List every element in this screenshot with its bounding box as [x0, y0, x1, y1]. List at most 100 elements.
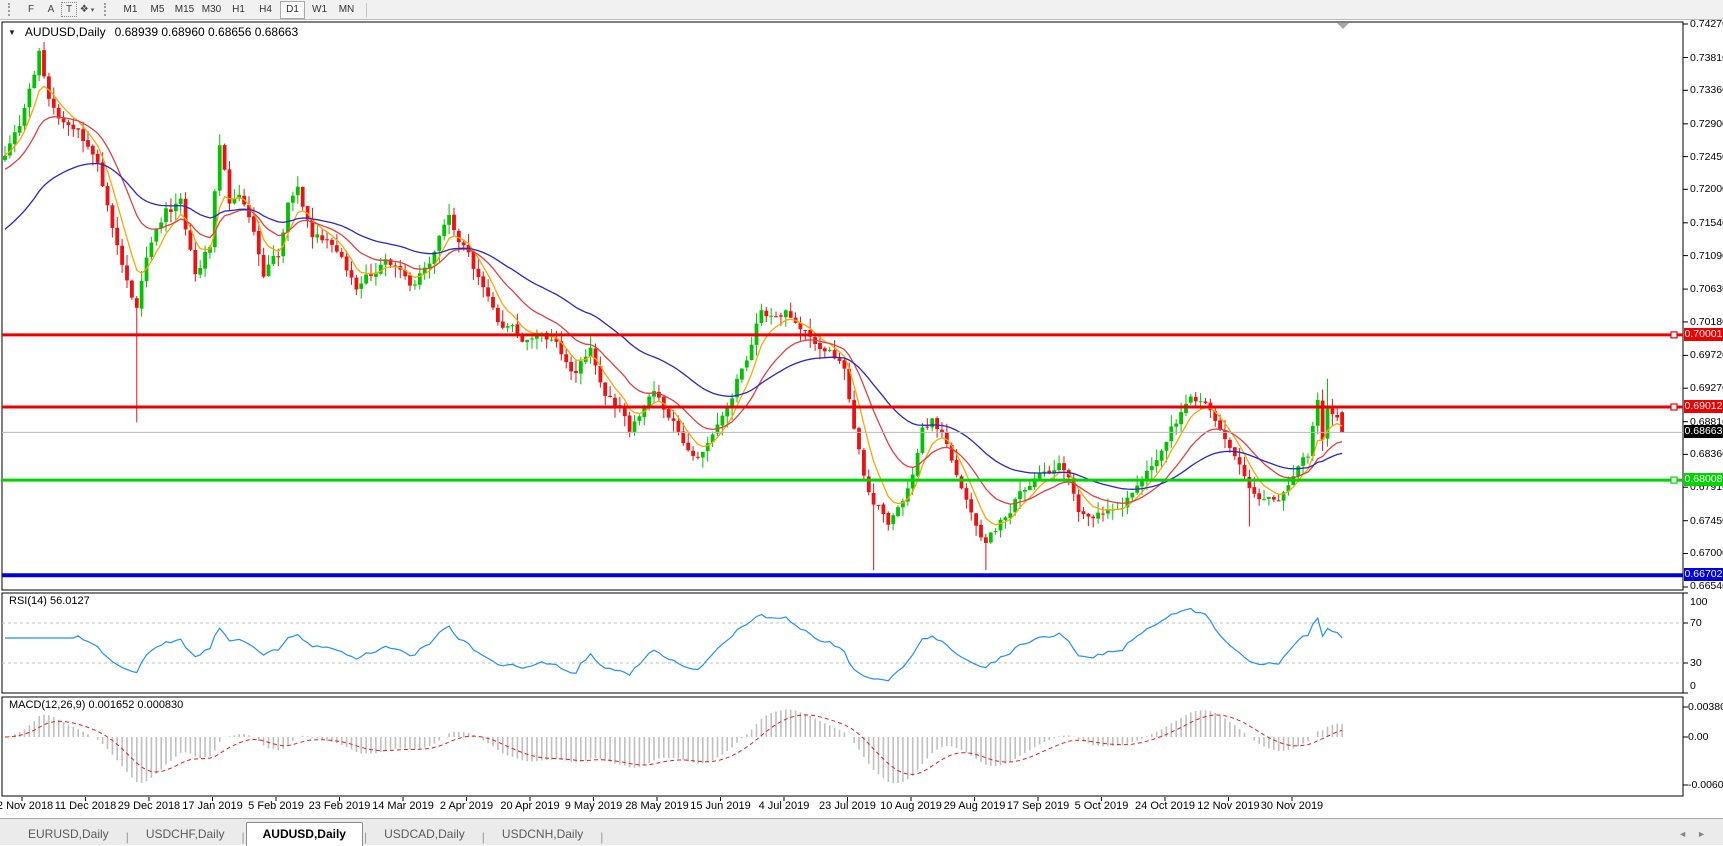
candle-body: [696, 456, 700, 458]
candle-body: [1257, 493, 1262, 500]
candle-body: [720, 415, 725, 426]
date-axis-label: 5 Feb 2019: [248, 800, 304, 812]
candle-body: [1023, 489, 1027, 492]
current-price-badge: 0.68663: [1684, 425, 1723, 438]
candle-body: [842, 360, 847, 369]
candle-body: [832, 350, 837, 359]
candle-body: [374, 272, 378, 277]
chart-tab-eurusd[interactable]: EURUSD,Daily: [28, 827, 109, 841]
toolbar-grip[interactable]: [8, 3, 14, 16]
chart-shift-marker-icon[interactable]: [1337, 23, 1349, 29]
candle-body: [1101, 513, 1105, 515]
macd-pane-content[interactable]: [4, 709, 1343, 784]
timeframe-button-m30[interactable]: M30: [201, 4, 222, 15]
candle-body: [1145, 470, 1149, 481]
candle-body: [1164, 442, 1169, 451]
candle-body: [876, 504, 881, 506]
candle-body: [295, 186, 300, 196]
chart-tab-usdchf[interactable]: USDCHF,Daily: [145, 827, 225, 841]
candle-body: [447, 215, 451, 225]
candle-body: [427, 263, 432, 269]
text-label-a-icon[interactable]: A: [47, 4, 55, 15]
rsi-indicator-label: RSI(14) 56.0127: [9, 595, 90, 607]
rsi-pane-content[interactable]: [5, 607, 1343, 682]
candle-body: [803, 330, 808, 331]
candle-body: [1237, 457, 1242, 465]
candle-body: [1262, 499, 1266, 501]
candle-body: [320, 235, 325, 241]
candle-body: [1062, 463, 1066, 471]
candle-body: [61, 118, 66, 123]
rsi-axis-label: 0: [1690, 680, 1696, 692]
timeframe-button-m1[interactable]: M1: [123, 4, 138, 15]
macd-axis-label: -0.00608: [1688, 778, 1723, 791]
candle-body: [27, 88, 32, 108]
text-box-t-icon[interactable]: T: [61, 2, 77, 17]
tab-scroll-right-icon[interactable]: ►: [1697, 829, 1706, 839]
date-axis-label: 30 Nov 2019: [1260, 800, 1324, 812]
candle-body: [608, 395, 612, 397]
candle-body: [1032, 478, 1037, 488]
candle-body: [500, 321, 505, 328]
candle-body: [232, 198, 237, 204]
chart-tab-audusd[interactable]: AUDUSD,Daily: [245, 822, 363, 846]
shapes-dropdown-icon[interactable]: ❖ ▾: [79, 4, 95, 15]
chart-tab-usdcnh[interactable]: USDCNH,Daily: [501, 827, 584, 841]
line-handle[interactable]: [1670, 331, 1678, 339]
candle-body: [735, 378, 739, 398]
date-axis-label: 17 Sep 2019: [1006, 800, 1070, 812]
candle-body: [149, 242, 154, 257]
candle-body: [1296, 466, 1301, 477]
candle-body: [100, 162, 105, 187]
collapse-icon[interactable]: ▼: [8, 27, 16, 37]
toolbar-grip-2[interactable]: [104, 3, 110, 16]
candle-body: [193, 250, 198, 275]
candle-body: [886, 513, 891, 525]
timeframe-button-m5[interactable]: M5: [150, 4, 165, 15]
tab-scroll-left-icon[interactable]: ◄: [1678, 829, 1688, 839]
candle-body: [339, 251, 344, 257]
chart-tab-usdcad[interactable]: USDCAD,Daily: [384, 827, 465, 841]
candle-body: [442, 224, 447, 237]
timeframe-button-w1[interactable]: W1: [312, 4, 327, 15]
main-pane[interactable]: [1, 21, 1684, 591]
candle-body: [47, 76, 51, 99]
candle-body: [988, 532, 993, 543]
rsi-pane[interactable]: [1, 592, 1684, 694]
candle-body: [369, 273, 373, 276]
candle-body: [891, 515, 896, 524]
chart-symbol-title[interactable]: ▼ AUDUSD,Daily 0.68939 0.68960 0.68656 0…: [8, 25, 298, 39]
candle-body: [1013, 499, 1018, 513]
macd-pane[interactable]: [1, 696, 1684, 797]
line-handle[interactable]: [1670, 476, 1678, 484]
candle-body: [954, 459, 959, 476]
date-axis-label: 23 Jul 2019: [819, 800, 876, 812]
date-axis-label: 10 Aug 2019: [880, 800, 942, 812]
candle-body: [515, 324, 520, 336]
timeframe-button-h4[interactable]: H4: [259, 4, 272, 15]
candle-body: [993, 531, 998, 533]
rsi-line: [5, 607, 1343, 682]
timeframe-toolbar: M1 M5 M15 M30 H1 H4 D1 W1 MN: [117, 0, 360, 19]
fractals-f-icon[interactable]: F: [27, 4, 35, 15]
candle-body: [42, 50, 46, 77]
candle-body: [666, 409, 671, 418]
candle-body: [139, 280, 144, 309]
timeframe-button-mn[interactable]: MN: [338, 4, 355, 15]
main-pane-content[interactable]: [3, 41, 1344, 571]
candle-body: [598, 365, 603, 383]
timeframe-button-d1[interactable]: D1: [280, 0, 305, 19]
candle-body: [203, 251, 207, 269]
timeframe-button-h1[interactable]: H1: [232, 4, 245, 15]
candle-body: [827, 349, 832, 351]
line-handle[interactable]: [1670, 403, 1678, 411]
candle-body: [774, 316, 778, 318]
candle-body: [788, 311, 793, 318]
candle-body: [1052, 470, 1057, 474]
candle-body: [378, 264, 383, 274]
timeframe-button-m15[interactable]: M15: [174, 4, 195, 15]
candle-body: [510, 325, 515, 327]
